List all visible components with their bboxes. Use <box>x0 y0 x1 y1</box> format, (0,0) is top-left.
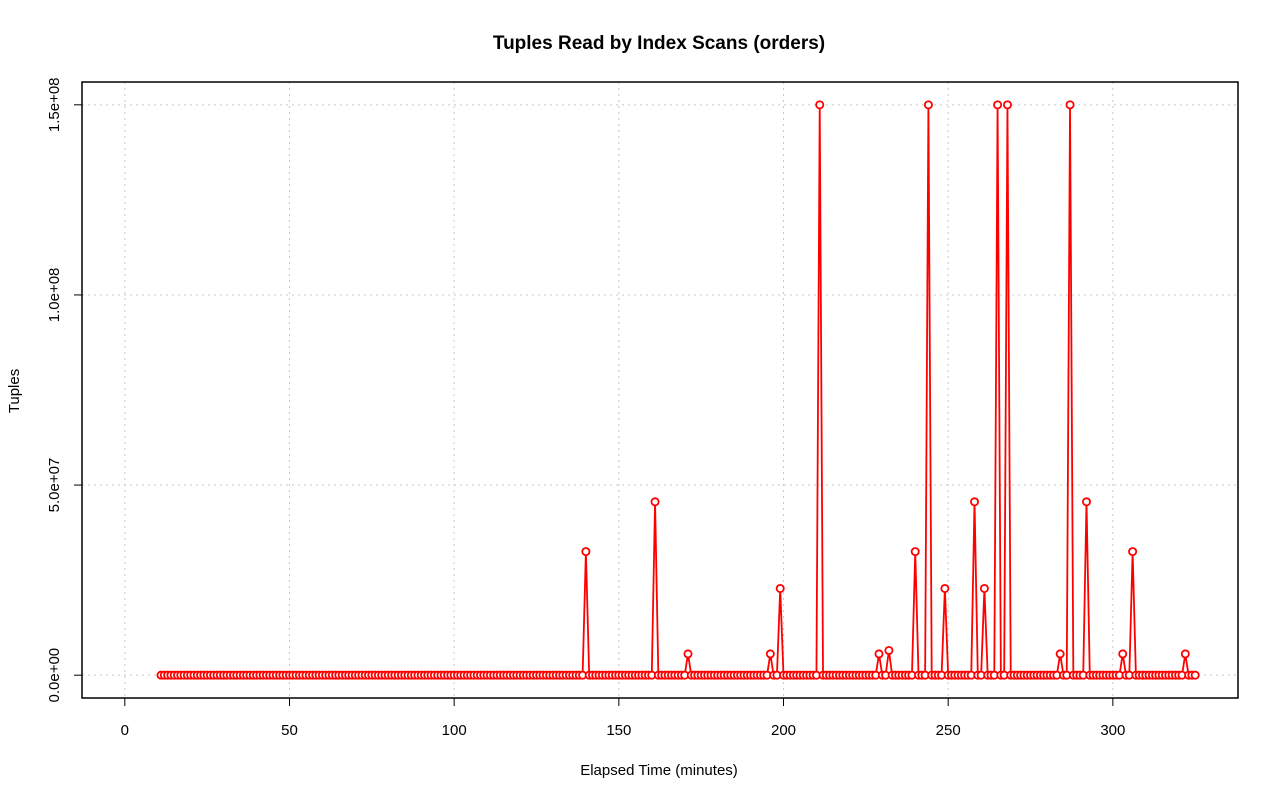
grid <box>82 82 1238 698</box>
series-line <box>161 103 1196 677</box>
data-point <box>581 547 591 557</box>
data-point <box>1190 670 1200 680</box>
chart-title: Tuples Read by Index Scans (orders) <box>493 33 825 54</box>
data-point <box>874 649 884 659</box>
x-tick-label: 300 <box>1100 722 1125 739</box>
data-point <box>1118 649 1128 659</box>
y-tick-label: 0.0e+00 <box>46 648 63 703</box>
plot-frame <box>81 81 1239 699</box>
data-point <box>1128 547 1138 557</box>
data-point <box>815 100 825 110</box>
x-tick-label: 100 <box>442 722 467 739</box>
x-tick-label: 150 <box>606 722 631 739</box>
data-point <box>775 583 785 593</box>
data-point <box>940 583 950 593</box>
y-axis-label: Tuples <box>6 369 23 413</box>
y-tick-label: 5.0e+07 <box>46 458 63 513</box>
data-point <box>923 100 933 110</box>
data-point <box>1082 497 1092 507</box>
series-path <box>161 103 1196 677</box>
data-point <box>650 497 660 507</box>
data-point <box>910 547 920 557</box>
x-tick-label: 50 <box>281 722 298 739</box>
data-point <box>683 649 693 659</box>
data-point <box>979 583 989 593</box>
x-axis: 0 50 100 150 200 250 300 <box>121 698 1125 739</box>
x-tick-label: 0 <box>121 722 129 739</box>
y-tick-label: 1.5e+08 <box>46 77 63 132</box>
y-tick-label: 1.0e+08 <box>46 268 63 323</box>
x-axis-label: Elapsed Time (minutes) <box>580 762 738 779</box>
data-point <box>884 645 894 655</box>
data-point <box>1055 649 1065 659</box>
data-point <box>1065 100 1075 110</box>
data-point <box>1180 649 1190 659</box>
x-tick-label: 250 <box>936 722 961 739</box>
data-point <box>970 497 980 507</box>
data-point <box>765 649 775 659</box>
x-tick-label: 200 <box>771 722 796 739</box>
data-point <box>1002 100 1012 110</box>
y-axis: 0.0e+00 5.0e+07 1.0e+08 1.5e+08 <box>46 77 82 703</box>
data-point <box>993 100 1003 110</box>
data-points <box>156 100 1200 680</box>
